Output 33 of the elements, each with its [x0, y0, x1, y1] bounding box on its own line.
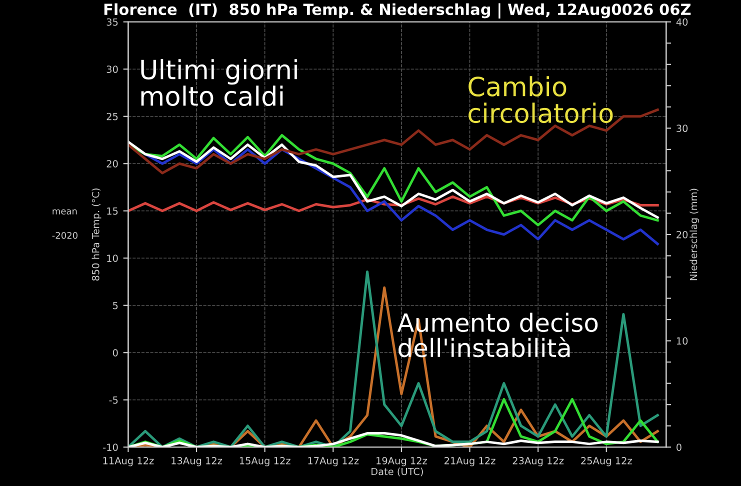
line-series — [128, 140, 659, 219]
y-tick-label: 10 — [107, 254, 118, 262]
text: -2020 — [52, 232, 78, 239]
chart-title: Florence (IT) 850 hPa Temp. & Niederschlag | Wed, 12Aug0026 06Z — [104, 3, 691, 19]
annotation: Ultimi giorni molto caldi — [141, 59, 297, 106]
annotation: Cambio circolatorio — [468, 76, 613, 124]
y2-axis-title: Niederschlag (mm) — [690, 188, 700, 280]
y2-tick-label: 0 — [676, 444, 682, 451]
x-axis-title: Date (UTC) — [372, 468, 423, 476]
y-tick-label: -5 — [109, 396, 118, 404]
y-tick-label: 30 — [106, 66, 118, 73]
y-tick-label: 0 — [112, 349, 118, 356]
y-tick-label: 5 — [113, 302, 118, 310]
y-tick-label: 35 — [106, 18, 118, 26]
x-tick-label: 23Aug 12z — [512, 457, 564, 466]
y2-tick-label: 30 — [676, 124, 688, 132]
x-tick-label: 11Aug 12z — [103, 457, 154, 466]
y-axis-title: 850 hPa Temp. (°C) — [92, 188, 102, 281]
x-tick-label: 15Aug 12z — [240, 457, 290, 466]
y2-tick-label: 10 — [676, 337, 688, 345]
line-series — [128, 432, 659, 448]
x-tick-label: 25Aug 12z — [581, 457, 632, 466]
x-tick-label: 17Aug 12z — [308, 457, 359, 466]
y-tick-label: 25 — [106, 112, 118, 120]
y2-tick-label: 20 — [676, 230, 688, 238]
x-tick-label: 21Aug 12z — [444, 457, 496, 466]
text: mean — [52, 209, 77, 215]
y2-tick-label: 40 — [676, 18, 688, 26]
y-tick-label: 15 — [107, 207, 118, 215]
x-tick-label: 19Aug 12z — [376, 457, 427, 466]
y-tick-label: -10 — [103, 444, 118, 451]
y-tick-label: 20 — [106, 160, 118, 168]
x-tick-label: 13Aug 12z — [172, 457, 222, 466]
